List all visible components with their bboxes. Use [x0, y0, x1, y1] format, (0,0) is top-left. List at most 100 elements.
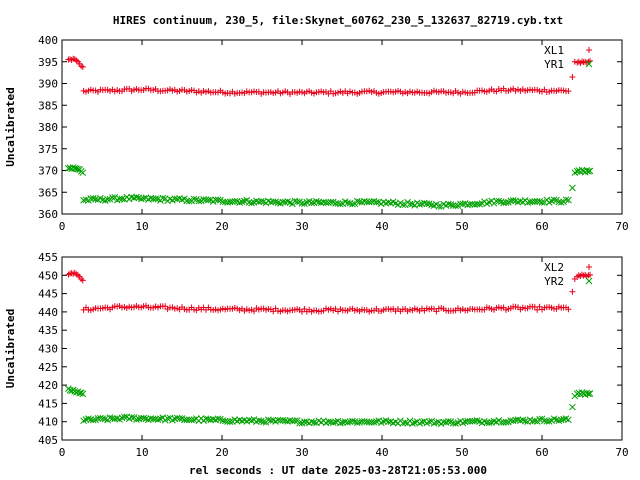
data-point — [291, 417, 299, 425]
y-tick-label: 430 — [38, 343, 58, 356]
x-tick-label: 40 — [375, 446, 388, 459]
data-point — [569, 403, 576, 411]
data-point — [409, 420, 416, 427]
data-point — [251, 308, 257, 315]
y-tick-label: 435 — [38, 324, 58, 337]
data-point — [298, 200, 306, 207]
data-point — [154, 416, 162, 423]
data-point — [79, 390, 87, 398]
data-point — [260, 418, 267, 426]
data-point — [159, 194, 167, 202]
data-point — [99, 415, 107, 422]
data-point — [79, 63, 86, 70]
data-point — [205, 415, 212, 423]
data-point — [89, 195, 97, 202]
data-point — [190, 195, 198, 203]
data-point — [188, 416, 195, 424]
data-point — [241, 197, 248, 205]
data-point — [569, 73, 576, 80]
y-tick-label: 410 — [38, 416, 58, 429]
data-point — [565, 416, 572, 424]
y-axis-label: Uncalibrated — [4, 87, 17, 166]
x-tick-label: 10 — [135, 220, 148, 233]
data-point — [238, 198, 246, 206]
bottom-panel: 0 10 20 30 40 50 60 70 405 410 415 420 425 430 435 440 4… — [4, 251, 629, 459]
data-point — [152, 195, 159, 203]
data-point — [521, 417, 529, 425]
x-tick-label: 0 — [59, 446, 66, 459]
data-point — [79, 277, 86, 284]
data-point — [550, 196, 558, 204]
data-point — [293, 198, 301, 206]
data-point — [195, 197, 203, 205]
data-point — [353, 197, 361, 205]
y-tick-label: 440 — [38, 306, 58, 319]
data-point — [433, 419, 440, 426]
legend-label: XL1 — [544, 44, 564, 57]
figure-title: HIRES continuum, 230_5, file:Skynet_6076… — [113, 14, 563, 27]
data-point — [133, 416, 140, 423]
data-point — [344, 419, 351, 426]
data-point — [205, 196, 212, 204]
y-axis-label: Uncalibrated — [4, 309, 17, 388]
data-point — [255, 417, 263, 424]
data-point — [185, 197, 193, 205]
data-point — [373, 418, 380, 425]
data-point — [341, 418, 349, 426]
data-point — [452, 202, 459, 210]
x-axis-label: rel seconds : UT date 2025-03-28T21:05:5… — [189, 464, 487, 477]
data-point — [565, 306, 572, 313]
data-point — [224, 418, 231, 425]
y-tick-label: 400 — [38, 34, 58, 47]
data-point — [514, 198, 522, 206]
y-tick-label: 450 — [38, 269, 58, 282]
data-point — [106, 414, 114, 421]
y-tick-label: 365 — [38, 186, 58, 199]
data-point — [416, 201, 423, 208]
x-tick-label: 40 — [375, 220, 388, 233]
data-point — [509, 196, 517, 204]
data-point — [183, 197, 191, 205]
data-point — [423, 200, 431, 207]
data-point — [176, 415, 183, 422]
x-tick-label: 70 — [615, 220, 628, 233]
data-point — [370, 418, 378, 426]
data-point — [128, 193, 135, 201]
legend-marker — [585, 60, 593, 68]
x-tick-label: 70 — [615, 446, 628, 459]
data-point — [329, 419, 337, 427]
data-point — [502, 199, 510, 206]
data-point — [85, 415, 92, 423]
data-point — [495, 197, 503, 205]
data-point — [445, 200, 452, 208]
data-point — [586, 390, 594, 397]
y-tick-label: 390 — [38, 78, 58, 91]
data-point — [82, 196, 90, 204]
data-point — [406, 200, 414, 208]
data-point — [418, 418, 426, 426]
data-point — [586, 167, 594, 175]
data-point — [553, 416, 560, 424]
data-point — [555, 417, 563, 424]
data-point — [231, 197, 239, 205]
x-tick-label: 50 — [455, 446, 468, 459]
series-YR2 — [65, 385, 594, 428]
y-tick-label: 420 — [38, 379, 58, 392]
y-tick-label: 385 — [38, 99, 58, 112]
data-point — [529, 417, 536, 425]
y-tick-label: 405 — [38, 434, 58, 447]
data-point — [365, 418, 373, 426]
y-tick-label: 360 — [38, 208, 58, 221]
x-tick-label: 30 — [295, 220, 308, 233]
x-tick-label: 60 — [535, 220, 548, 233]
data-point — [373, 198, 380, 206]
data-point — [327, 198, 335, 206]
data-point — [401, 419, 409, 426]
data-point — [82, 416, 90, 423]
data-point — [104, 196, 111, 203]
series-XL2 — [65, 269, 593, 315]
data-point — [337, 200, 344, 208]
series-YR1 — [65, 164, 594, 210]
data-point — [464, 417, 471, 425]
